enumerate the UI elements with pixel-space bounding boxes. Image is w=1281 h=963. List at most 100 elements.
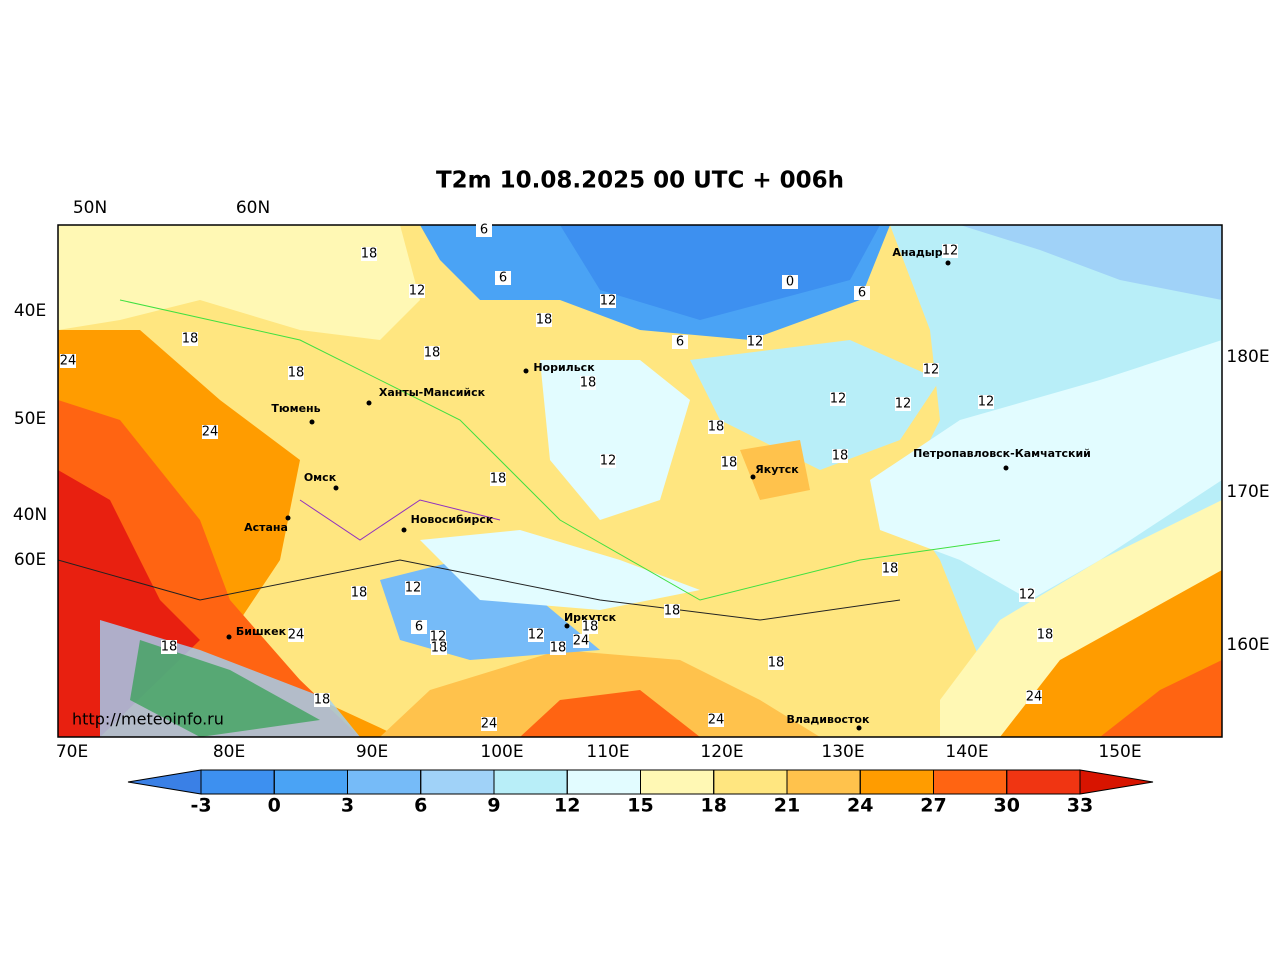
- city-dot: [226, 634, 232, 640]
- colorbar-box: [640, 769, 715, 795]
- contour-label: 12: [405, 581, 422, 596]
- contour-label: 24: [202, 425, 219, 440]
- colorbar-box: [859, 769, 934, 795]
- contour-label: 18: [424, 346, 441, 361]
- bottom-label: 130E: [821, 742, 864, 762]
- colorbar-box: [713, 769, 788, 795]
- contour-label: 18: [768, 656, 785, 671]
- contour-label-bg: [942, 244, 958, 258]
- contour-label-bg: [600, 454, 616, 468]
- contour-label-bg: [202, 425, 218, 439]
- contour-label-bg: [481, 717, 497, 731]
- contour-label-bg: [895, 397, 911, 411]
- city-dot: [1003, 465, 1009, 471]
- contour-label-bg: [550, 641, 566, 655]
- contour-label: 12: [895, 397, 912, 412]
- city-dot: [856, 725, 862, 731]
- contour-label: 6: [415, 620, 423, 635]
- contour-label: 12: [600, 454, 617, 469]
- contour-label: 18: [314, 693, 331, 708]
- colorbar-tick-label: 12: [554, 795, 580, 817]
- contour-label-bg: [1019, 588, 1035, 602]
- right-label: 180E: [1226, 347, 1269, 367]
- contour-label: 12: [978, 395, 995, 410]
- city-dot: [401, 527, 407, 533]
- bottom-label: 140E: [945, 742, 988, 762]
- contour-label: 12: [923, 363, 940, 378]
- contour-label: 24: [481, 717, 498, 732]
- colorbar-over: [1079, 769, 1154, 795]
- contour-label-bg: [882, 562, 898, 576]
- contour-label: 6: [480, 223, 488, 238]
- city-dot: [309, 419, 315, 425]
- colorbar-tick-label: 15: [627, 795, 653, 817]
- contour-label: 18: [536, 313, 553, 328]
- contour-label: 12: [830, 392, 847, 407]
- city-label: Якутск: [755, 463, 799, 476]
- contour-label: 0: [786, 275, 794, 290]
- colorbar-tick-label: 21: [774, 795, 800, 817]
- contour-label-bg: [182, 332, 198, 346]
- city-label: Иркутск: [564, 611, 617, 624]
- top-label: 50N: [73, 198, 107, 218]
- contour-label-bg: [430, 630, 446, 644]
- contour-label: 18: [431, 641, 448, 656]
- contour-label-bg: [768, 656, 784, 670]
- contour-label-bg: [536, 313, 552, 327]
- colorbar-box: [200, 769, 275, 795]
- contour-label-bg: [1026, 690, 1042, 704]
- city-dot: [366, 400, 372, 406]
- colorbar-box: [566, 769, 641, 795]
- colorbar-tick-label: 27: [920, 795, 946, 817]
- left-label: 40N: [13, 505, 47, 525]
- contour-label-bg: [314, 693, 330, 707]
- colorbar-tick-label: 0: [268, 795, 281, 817]
- contour-label-bg: [830, 392, 846, 406]
- contour-label-bg: [747, 335, 763, 349]
- contour-label: 18: [1037, 628, 1054, 643]
- contour-label-bg: [721, 456, 737, 470]
- contour-label-bg: [600, 294, 616, 308]
- contour-label: 18: [490, 472, 507, 487]
- contour-label: 24: [60, 354, 77, 369]
- contour-label-bg: [476, 223, 492, 237]
- contour-label: 6: [499, 271, 507, 286]
- contour-label-bg: [161, 640, 177, 654]
- top-label: 60N: [236, 198, 270, 218]
- contour-label-bg: [431, 641, 447, 655]
- city-label: Астана: [244, 521, 288, 534]
- contour-label: 6: [858, 286, 866, 301]
- contour-label: 6: [676, 335, 684, 350]
- contour-label-bg: [495, 271, 511, 285]
- contour-label: 18: [664, 604, 681, 619]
- contour-label: 18: [182, 332, 199, 347]
- contour-label-bg: [411, 620, 427, 634]
- contour-label-bg: [405, 581, 421, 595]
- city-dot: [945, 260, 951, 266]
- city-label: Норильск: [533, 361, 595, 374]
- colorbar-box: [420, 769, 495, 795]
- city-label: Новосибирск: [411, 513, 494, 526]
- city-label: Омск: [304, 471, 337, 484]
- contour-label: 18: [580, 376, 597, 391]
- bottom-label: 70E: [56, 742, 88, 762]
- right-label: 160E: [1226, 635, 1269, 655]
- colorbar-tick-label: 3: [341, 795, 354, 817]
- city-label: Петропавловск-Камчатский: [913, 447, 1091, 460]
- colorbar-box: [786, 769, 861, 795]
- city-label: Бишкек: [236, 625, 287, 638]
- contour-label-bg: [582, 620, 598, 634]
- contour-label: 18: [582, 620, 599, 635]
- colorbar-tick-label: 24: [847, 795, 873, 817]
- contour-label-bg: [708, 713, 724, 727]
- contour-label: 24: [288, 628, 305, 643]
- colorbar-box: [933, 769, 1008, 795]
- city-dot: [333, 485, 339, 491]
- contour-label: 18: [708, 420, 725, 435]
- contour-label-bg: [361, 247, 377, 261]
- contour-label: 12: [747, 335, 764, 350]
- bottom-label: 120E: [700, 742, 743, 762]
- contour-label-bg: [288, 366, 304, 380]
- contour-label-bg: [60, 354, 76, 368]
